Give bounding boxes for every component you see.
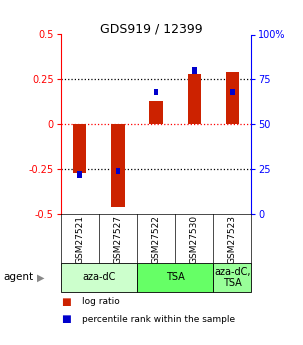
Bar xyxy=(137,263,213,292)
Text: GSM27530: GSM27530 xyxy=(190,215,199,265)
Bar xyxy=(154,89,158,95)
Bar xyxy=(230,89,235,95)
Bar xyxy=(115,168,120,174)
Text: GSM27523: GSM27523 xyxy=(228,215,237,264)
Text: ■: ■ xyxy=(61,297,70,307)
Text: aza-dC,
TSA: aza-dC, TSA xyxy=(214,267,251,288)
Bar xyxy=(188,74,201,124)
Text: percentile rank within the sample: percentile rank within the sample xyxy=(82,315,235,324)
Bar xyxy=(61,263,137,292)
Text: GSM27527: GSM27527 xyxy=(113,215,122,264)
Bar xyxy=(213,263,251,292)
Bar xyxy=(192,67,197,73)
Text: agent: agent xyxy=(3,273,33,282)
Text: log ratio: log ratio xyxy=(82,297,120,306)
Text: aza-dC: aza-dC xyxy=(82,273,115,282)
Text: ■: ■ xyxy=(61,314,70,324)
Bar xyxy=(77,171,82,178)
Bar xyxy=(149,101,163,124)
Bar xyxy=(226,72,239,124)
Text: GSM27522: GSM27522 xyxy=(152,216,161,264)
Text: ▶: ▶ xyxy=(37,273,45,282)
Text: TSA: TSA xyxy=(166,273,185,282)
Bar xyxy=(111,124,125,207)
Text: GSM27521: GSM27521 xyxy=(75,215,84,264)
Text: GDS919 / 12399: GDS919 / 12399 xyxy=(100,22,203,36)
Bar xyxy=(73,124,86,172)
